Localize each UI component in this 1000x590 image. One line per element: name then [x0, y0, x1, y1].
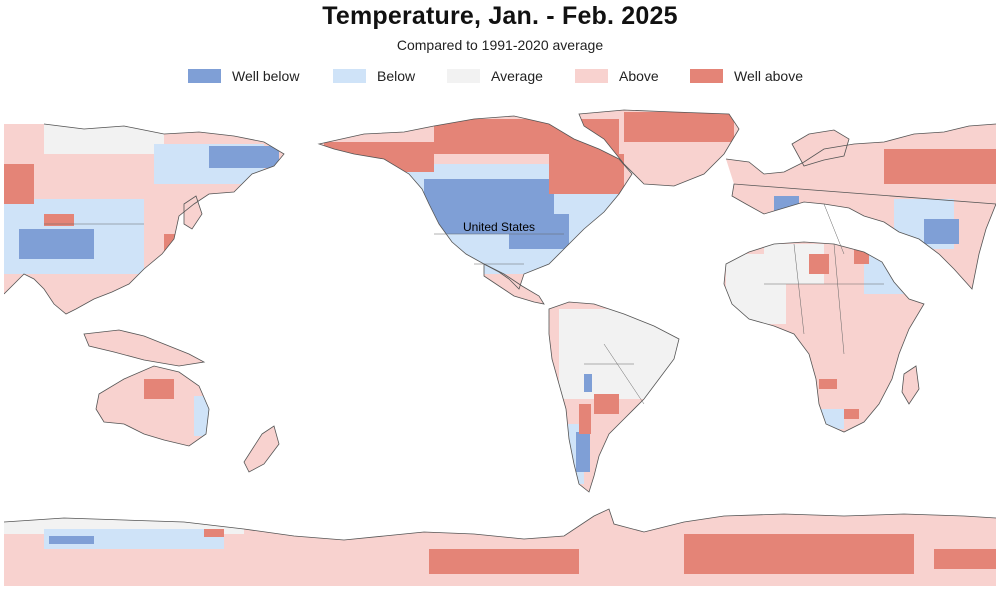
- country-borders: [44, 203, 884, 405]
- legend-swatch: [690, 69, 723, 83]
- legend-label: Above: [619, 68, 659, 84]
- legend-label: Below: [377, 68, 416, 84]
- legend-label: Well below: [232, 68, 300, 84]
- country-label-united-states: United States: [463, 220, 536, 234]
- legend-swatch: [447, 69, 480, 83]
- legend: Well below Below Average Above Well abov…: [0, 66, 1000, 86]
- legend-item-well-below: Well below: [188, 66, 299, 86]
- legend-swatch: [188, 69, 221, 83]
- legend-item-above: Above: [575, 66, 659, 86]
- legend-item-below: Below: [333, 66, 415, 86]
- legend-label: Average: [491, 68, 543, 84]
- legend-swatch: [333, 69, 366, 83]
- legend-label: Well above: [734, 68, 804, 84]
- coastlines: [4, 109, 996, 541]
- world-temperature-map: [4, 104, 996, 586]
- map-subtitle: Compared to 1991-2020 average: [396, 37, 604, 53]
- legend-swatch: [575, 69, 608, 83]
- legend-item-average: Average: [447, 66, 543, 86]
- map-title: Temperature, Jan. - Feb. 2025: [322, 2, 678, 30]
- legend-item-well-above: Well above: [690, 66, 803, 86]
